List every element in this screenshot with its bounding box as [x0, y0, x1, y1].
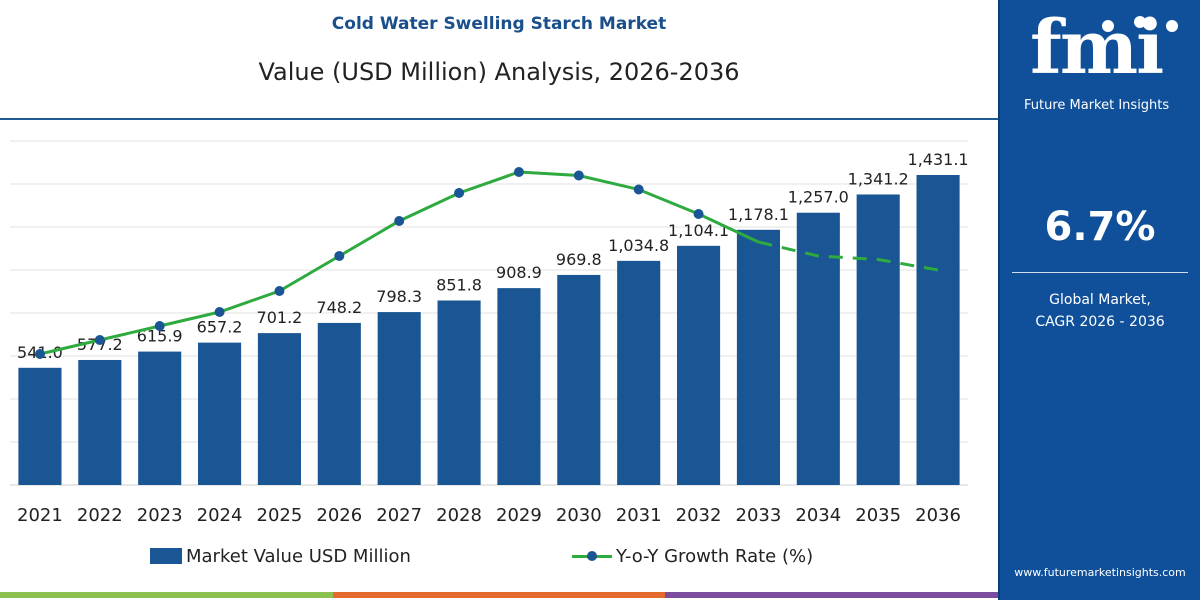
x-tick-label: 2036 — [915, 505, 961, 526]
growth-point — [274, 286, 285, 296]
legend-line-swatch — [572, 550, 612, 561]
x-tick-label: 2028 — [436, 505, 482, 526]
footer-strip-purple — [665, 592, 999, 598]
x-tick-label: 2031 — [616, 505, 662, 526]
bar — [916, 175, 960, 485]
x-tick-label: 2022 — [77, 505, 123, 526]
growth-point — [394, 216, 405, 226]
growth-point — [34, 349, 45, 359]
x-tick-label: 2035 — [855, 505, 901, 526]
cagr-label-market: Global Market, — [1049, 292, 1151, 308]
growth-point — [334, 251, 345, 261]
bar — [856, 194, 900, 486]
growth-point — [154, 321, 165, 331]
growth-point — [214, 307, 225, 317]
bar — [138, 351, 182, 485]
title-divider — [0, 118, 998, 120]
bar-value-label: 798.3 — [376, 287, 422, 306]
bar-value-label: 701.2 — [257, 308, 303, 327]
x-tick-label: 2034 — [795, 505, 841, 526]
bar — [497, 288, 541, 485]
bar — [557, 274, 601, 485]
bar — [796, 212, 840, 485]
cagr-label-period: CAGR 2026 - 2036 — [1035, 314, 1165, 330]
bar-value-label: 1,034.8 — [608, 236, 669, 255]
x-tick-label: 2023 — [137, 505, 183, 526]
website-link[interactable]: www.futuremarketinsights.com — [1014, 566, 1186, 579]
legend-bar-swatch — [150, 548, 182, 564]
x-tick-label: 2021 — [17, 505, 63, 526]
x-tick-label: 2030 — [556, 505, 602, 526]
bar — [18, 367, 62, 485]
bar — [677, 245, 721, 485]
bar-value-label: 615.9 — [137, 327, 183, 346]
bar-value-label: 851.8 — [436, 275, 482, 294]
chart-subtitle: Cold Water Swelling Starch Market — [331, 14, 667, 34]
chart-panel: Cold Water Swelling Starch Market Value … — [0, 14, 999, 598]
bar — [78, 359, 122, 485]
growth-point — [633, 184, 644, 195]
bar — [617, 260, 661, 485]
bar-value-label: 1,178.1 — [728, 205, 789, 224]
bar — [377, 312, 421, 485]
growth-point — [94, 335, 105, 345]
chart-plot: 541.02021577.22022615.92023657.22024701.… — [10, 140, 969, 526]
footer-strip-green — [0, 592, 333, 598]
chart-title: Value (USD Million) Analysis, 2026-2036 — [258, 58, 740, 86]
x-tick-label: 2026 — [316, 505, 362, 526]
growth-line-dashed — [758, 240, 939, 272]
bar — [437, 300, 481, 485]
legend-line-entry: Y-o-Y Growth Rate (%) — [572, 544, 813, 568]
bar-value-label: 1,341.2 — [848, 169, 909, 188]
growth-point — [513, 167, 524, 177]
footer-color-strip — [0, 592, 999, 598]
bar — [257, 333, 301, 485]
growth-point — [454, 188, 465, 198]
cagr-value: 6.7% — [1044, 204, 1156, 250]
legend-bar-entry: Market Value USD Million — [150, 544, 411, 568]
x-tick-label: 2025 — [257, 505, 303, 526]
bar — [736, 229, 780, 485]
bar-value-label: 1,104.1 — [668, 221, 729, 240]
legend-line-label: Y-o-Y Growth Rate (%) — [616, 545, 814, 567]
x-tick-label: 2033 — [736, 505, 782, 526]
bar-value-label: 748.2 — [316, 298, 362, 317]
brand-subtitle: Future Market Insights — [1024, 98, 1170, 113]
bar-value-label: 1,431.1 — [908, 150, 969, 169]
growth-point — [573, 170, 584, 181]
sidebar-divider — [1012, 272, 1188, 273]
bar-value-label: 657.2 — [197, 318, 243, 337]
bar — [317, 322, 361, 485]
legend-bar-label: Market Value USD Million — [186, 545, 411, 567]
footer-strip-orange — [332, 592, 666, 598]
x-tick-label: 2032 — [676, 505, 722, 526]
bar-value-label: 969.8 — [556, 250, 602, 269]
sidebar: fmi Future Market Insights 6.7% Global M… — [998, 0, 1200, 600]
logo-decoration-icon — [1102, 16, 1178, 32]
x-tick-label: 2027 — [376, 505, 422, 526]
growth-point — [693, 209, 704, 219]
bar-value-label: 1,257.0 — [788, 188, 849, 207]
x-tick-label: 2024 — [197, 505, 243, 526]
bar — [198, 342, 242, 485]
bar-value-label: 908.9 — [496, 263, 542, 282]
x-tick-label: 2029 — [496, 505, 542, 526]
